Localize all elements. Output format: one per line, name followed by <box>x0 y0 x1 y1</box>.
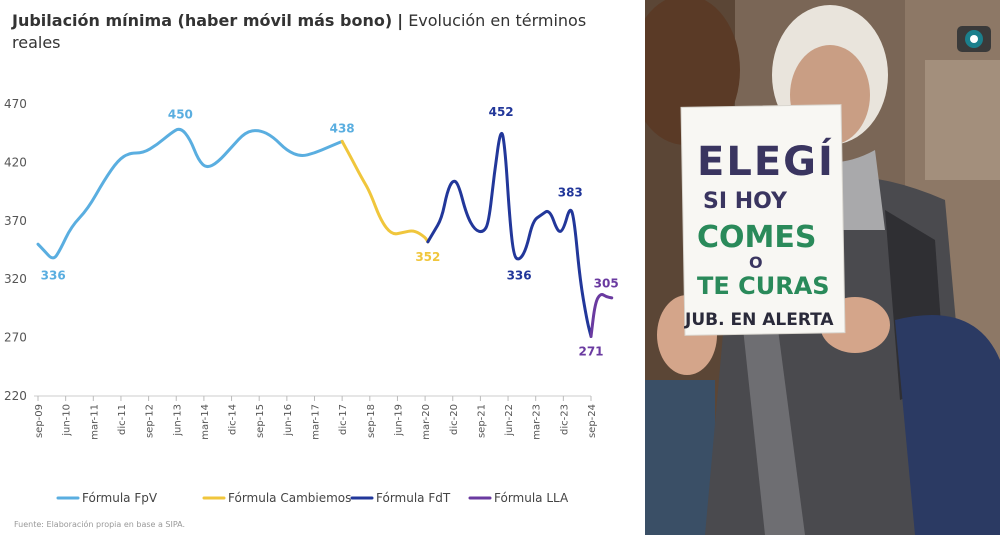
x-tick-label: mar-11 <box>89 404 100 440</box>
sign-line-6: JUB. EN ALERTA <box>684 310 834 330</box>
sign-line-5: TE CURAS <box>697 272 830 300</box>
y-tick-label: 420 <box>4 155 27 169</box>
chart-title-rest: Evolución en términos reales <box>12 11 587 52</box>
x-tick-label: mar-23 <box>532 404 543 440</box>
sign-line-1: ELEGÍ <box>697 137 835 185</box>
x-tick-label: dic-11 <box>117 404 128 435</box>
x-tick-label: jun-22 <box>504 404 515 437</box>
x-tick-label: jun-16 <box>283 404 294 437</box>
data-label: 305 <box>594 277 619 291</box>
x-tick-label: sep-12 <box>145 404 156 438</box>
sign-line-2: SI HOY <box>703 189 788 214</box>
protest-sign: ELEGÍ SI HOY COMES O TE CURAS JUB. EN AL… <box>680 104 846 336</box>
sign-line-3: COMES <box>697 220 816 255</box>
x-tick-label: dic-20 <box>449 404 460 435</box>
series-line-fórmula-fdt <box>426 131 593 338</box>
x-tick-label: sep-24 <box>587 404 598 438</box>
legend-label: Fórmula FdT <box>376 491 451 505</box>
chart-title-bold: Jubilación mínima (haber móvil más bono) <box>12 11 393 30</box>
x-tick-label: jun-19 <box>393 404 404 437</box>
protest-photo-illustration: ELEGÍ SI HOY COMES O TE CURAS JUB. EN AL… <box>645 0 1000 535</box>
series-line-fórmula-lla <box>589 292 614 338</box>
x-tick-label: dic-14 <box>228 404 239 435</box>
series-line-fórmula-cambiemos <box>340 139 430 244</box>
x-tick-label: sep-15 <box>255 404 266 438</box>
x-tick-label: dic-23 <box>559 404 570 435</box>
legend-label: Fórmula Cambiemos <box>228 491 351 505</box>
data-label: 450 <box>168 107 193 121</box>
data-label: 452 <box>489 105 514 119</box>
x-tick-label: mar-14 <box>200 404 211 440</box>
data-label: 271 <box>578 344 603 358</box>
x-tick-label: sep-18 <box>366 404 377 438</box>
legend-label: Fórmula FpV <box>82 491 158 505</box>
series-line-fórmula-fpv <box>36 127 344 260</box>
chart-title: Jubilación mínima (haber móvil más bono)… <box>12 10 632 54</box>
line-chart: 220 270 320 370 420 470 sep-09 jun-10 mar-11 dic-… <box>4 97 619 505</box>
data-label: 383 <box>558 186 583 200</box>
x-tick-label: sep-09 <box>34 404 45 438</box>
y-tick-label: 320 <box>4 272 27 286</box>
x-tick-label: sep-21 <box>476 404 487 438</box>
y-tick-label: 470 <box>4 97 27 111</box>
y-tick-label: 370 <box>4 214 27 228</box>
data-label: 438 <box>330 121 355 135</box>
y-tick-label: 270 <box>4 331 27 345</box>
camera-logo-icon <box>957 26 991 52</box>
title-separator: | <box>397 11 404 30</box>
legend-label: Fórmula LLA <box>494 491 569 505</box>
sign-line-4: O <box>749 253 763 272</box>
x-tick-label: jun-10 <box>62 404 73 437</box>
x-tick-label: dic-17 <box>338 404 349 435</box>
x-tick-label: mar-17 <box>311 404 322 440</box>
data-label: 336 <box>41 269 66 283</box>
protest-photo: ELEGÍ SI HOY COMES O TE CURAS JUB. EN AL… <box>645 0 1000 535</box>
x-tick-label: jun-13 <box>172 404 183 437</box>
data-label: 336 <box>507 269 532 283</box>
y-tick-label: 220 <box>4 389 27 403</box>
source-note: Fuente: Elaboración propia en base a SIP… <box>14 520 186 529</box>
chart-panel: Jubilación mínima (haber móvil más bono)… <box>4 10 632 529</box>
x-tick-label: mar-20 <box>421 404 432 440</box>
data-label: 352 <box>415 250 440 264</box>
